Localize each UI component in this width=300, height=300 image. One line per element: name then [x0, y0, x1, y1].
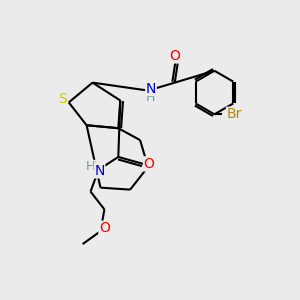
Text: O: O — [169, 49, 180, 63]
Text: S: S — [58, 92, 67, 106]
Text: Br: Br — [226, 107, 242, 121]
Text: H: H — [145, 91, 155, 104]
Text: N: N — [146, 82, 156, 96]
Text: O: O — [99, 221, 110, 235]
Text: H: H — [86, 160, 95, 173]
Text: N: N — [94, 164, 105, 178]
Text: O: O — [144, 157, 154, 171]
